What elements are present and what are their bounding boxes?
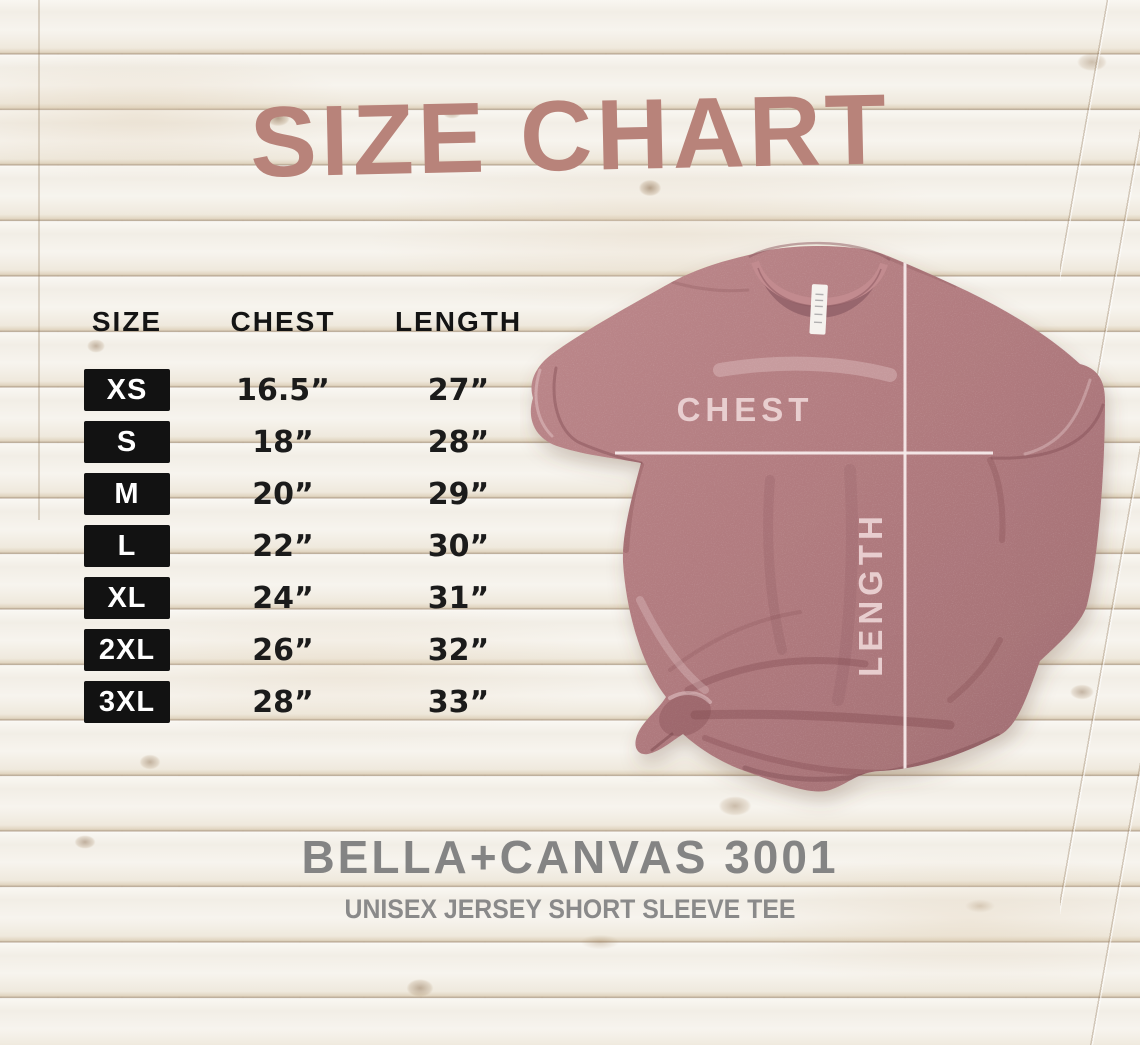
chest-value: 18” — [252, 424, 314, 460]
length-value: 27” — [427, 372, 490, 408]
tshirt-photo: CHEST LENGTH — [530, 241, 1105, 792]
length-value: 31” — [427, 580, 490, 616]
brand-name: BELLA+CANVAS 3001 — [301, 831, 839, 883]
table-row: L 22” 30” — [55, 520, 550, 572]
size-table-header: SIZE CHEST LENGTH — [55, 303, 550, 341]
chest-value: 20” — [252, 476, 314, 512]
size-badge: L — [84, 525, 170, 567]
length-value: 32” — [427, 632, 490, 668]
table-row: 2XL 26” 32” — [55, 624, 550, 676]
size-badge: M — [84, 473, 170, 515]
knot-detail — [650, 691, 712, 752]
chest-label: CHEST — [677, 391, 814, 428]
page-title: SIZE CHART — [248, 73, 892, 199]
length-value: 28” — [427, 424, 490, 460]
table-row: M 20” 29” — [55, 468, 550, 520]
size-badge: 2XL — [84, 629, 170, 671]
chest-value: 28” — [252, 684, 314, 720]
chest-value: 24” — [252, 580, 314, 616]
length-label: LENGTH — [852, 511, 889, 677]
table-row: XS 16.5” 27” — [55, 364, 550, 416]
size-badge: 3XL — [84, 681, 170, 723]
size-table: SIZE CHEST LENGTH XS 16.5” 27” S 18” 28”… — [55, 303, 550, 728]
product-subtitle: UNISEX JERSEY SHORT SLEEVE TEE — [344, 894, 796, 924]
length-value: 33” — [427, 684, 490, 720]
wood-seam-left — [38, 0, 40, 520]
table-row: XL 24” 31” — [55, 572, 550, 624]
length-value: 29” — [427, 476, 490, 512]
size-badge: XS — [84, 369, 170, 411]
collar — [748, 241, 891, 335]
length-value: 30” — [427, 528, 490, 564]
neck-label-tag — [809, 284, 828, 335]
size-badge: XL — [84, 577, 170, 619]
column-header-size: SIZE — [91, 306, 163, 337]
chest-value: 16.5” — [236, 372, 330, 408]
column-header-length: LENGTH — [394, 306, 523, 337]
column-header-chest: CHEST — [230, 306, 336, 337]
table-row: 3XL 28” 33” — [55, 676, 550, 728]
size-badge: S — [84, 421, 170, 463]
chest-value: 22” — [252, 528, 314, 564]
table-row: S 18” 28” — [55, 416, 550, 468]
chest-value: 26” — [252, 632, 314, 668]
